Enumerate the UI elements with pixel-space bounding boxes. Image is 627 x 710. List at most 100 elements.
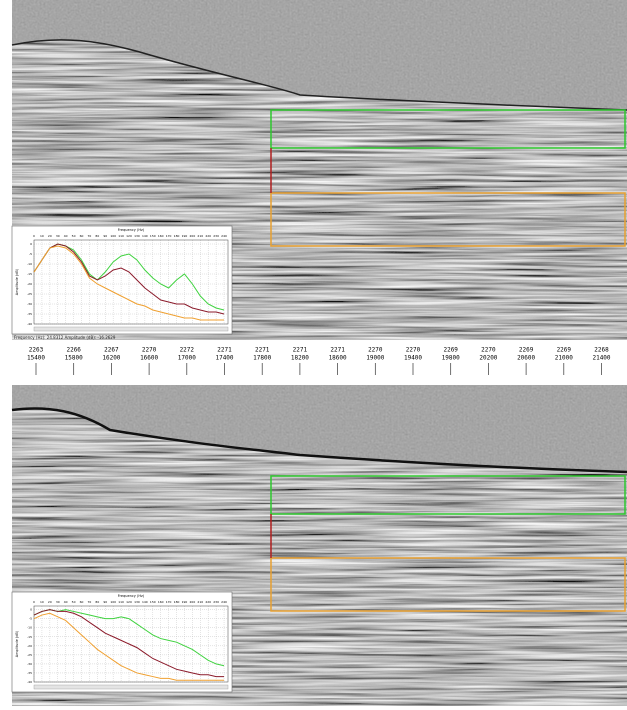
inset-bg: [11, 225, 233, 335]
x-tick-label: 0: [33, 234, 35, 238]
x-tick-label: 130: [134, 234, 140, 238]
cdp-label: 16200: [102, 355, 120, 362]
trace-label: 2270: [142, 347, 157, 354]
x-tick-label: 240: [221, 234, 227, 238]
x-tick-label: 230: [213, 600, 219, 604]
spectrum-line: [33, 612, 225, 681]
cdp-label: 17800: [253, 355, 271, 362]
cdp-label: 18600: [329, 355, 347, 362]
x-tick-label: 210: [197, 600, 203, 604]
x-tick-label: 100: [110, 234, 116, 238]
x-tick-label: 60: [80, 234, 84, 238]
trace-label: 2263: [29, 347, 44, 354]
y-tick-label: -5: [29, 617, 32, 621]
cdp-label: 19800: [442, 355, 460, 362]
x-tick-label: 10: [40, 600, 44, 604]
y-tick-label: -40: [27, 322, 32, 326]
x-tick-label: 70: [88, 234, 92, 238]
x-tick-label: 160: [158, 234, 164, 238]
trace-label: 2269: [557, 347, 572, 354]
x-tick-label: 0: [33, 600, 35, 604]
trace-label: 2269: [519, 347, 534, 354]
x-tick-label: 190: [182, 234, 188, 238]
x-tick-label: 140: [142, 234, 148, 238]
x-tick-label: 70: [88, 600, 92, 604]
x-tick-label: 160: [158, 600, 164, 604]
x-tick-label: 90: [103, 234, 107, 238]
cdp-label: 18200: [291, 355, 309, 362]
trace-label: 2272: [180, 347, 195, 354]
x-tick-label: 150: [150, 600, 156, 604]
y-tick-label: -15: [27, 272, 32, 276]
spectrum-inset: Frequency (Hz) Amplitude (dB) 0 10 20 30 40 50 6…: [11, 591, 233, 693]
inset-title: Frequency (Hz): [118, 594, 145, 598]
trace-label: 2271: [293, 347, 308, 354]
x-tick-label: 110: [118, 600, 124, 604]
inset-bg: [11, 591, 233, 693]
x-tick-label: 40: [64, 234, 68, 238]
x-tick-label: 140: [142, 600, 148, 604]
x-tick-label: 90: [103, 600, 107, 604]
trace-label: 2269: [443, 347, 458, 354]
inset-title: Frequency (Hz): [118, 228, 145, 232]
y-tick-label: -30: [27, 302, 32, 306]
x-tick-label: 210: [197, 234, 203, 238]
x-tick-label: 150: [150, 234, 156, 238]
y-tick-label: -35: [27, 312, 32, 316]
scrollbar: [33, 326, 229, 332]
x-tick-label: 20: [48, 234, 52, 238]
cdp-label: 16600: [140, 355, 158, 362]
x-tick-label: 130: [134, 600, 140, 604]
cdp-label: 20200: [479, 355, 497, 362]
x-tick-label: 120: [126, 600, 132, 604]
x-tick-label: 240: [221, 600, 227, 604]
y-tick-label: -30: [27, 662, 32, 666]
trace-label: 2267: [104, 347, 119, 354]
y-tick-label: -10: [27, 262, 32, 266]
spectrum-inset: Frequency (Hz) Amplitude (dB) 0 10 20 30 40 50 6…: [11, 225, 233, 335]
x-tick-label: 170: [166, 234, 172, 238]
spectrum-line: [33, 245, 225, 321]
cdp-label: 19000: [366, 355, 384, 362]
trace-label: 2270: [481, 347, 496, 354]
y-tick-label: -20: [27, 644, 32, 648]
spectrum-line: [33, 609, 225, 678]
x-tick-label: 170: [166, 600, 172, 604]
plot-frame: [33, 605, 229, 683]
x-tick-label: 80: [95, 600, 99, 604]
y-tick-label: -15: [27, 635, 32, 639]
trace-label: 2271: [217, 347, 232, 354]
plot-frame: [33, 239, 229, 325]
x-tick-label: 30: [56, 234, 60, 238]
y-tick-label: -10: [27, 626, 32, 630]
y-tick-label: -35: [27, 671, 32, 675]
scrollbar: [33, 684, 229, 690]
trace-label: 2270: [368, 347, 383, 354]
trace-label: 2270: [406, 347, 421, 354]
top-seismic: [11, 0, 627, 340]
y-tick-label: 0: [30, 242, 32, 246]
x-tick-label: 20: [48, 600, 52, 604]
spectrum-line: [33, 609, 225, 667]
y-axis-label: Amplitude (dB): [15, 268, 19, 295]
y-tick-label: -40: [27, 680, 32, 684]
y-tick-label: -20: [27, 282, 32, 286]
x-tick-label: 10: [40, 234, 44, 238]
trace-label: 2268: [594, 347, 609, 354]
cdp-label: 15400: [27, 355, 45, 362]
spectrum-line: [33, 243, 225, 315]
y-tick-label: -25: [27, 653, 32, 657]
trace-label: 2271: [255, 347, 270, 354]
cdp-label: 15800: [65, 355, 83, 362]
x-tick-label: 40: [64, 600, 68, 604]
cdp-label: 21400: [592, 355, 610, 362]
x-tick-label: 200: [190, 600, 196, 604]
x-tick-label: 200: [190, 234, 196, 238]
y-tick-label: -25: [27, 292, 32, 296]
x-tick-label: 110: [118, 234, 124, 238]
x-tick-label: 220: [205, 234, 211, 238]
cdp-label: 21000: [555, 355, 573, 362]
x-tick-label: 50: [72, 600, 76, 604]
x-tick-label: 180: [174, 234, 180, 238]
